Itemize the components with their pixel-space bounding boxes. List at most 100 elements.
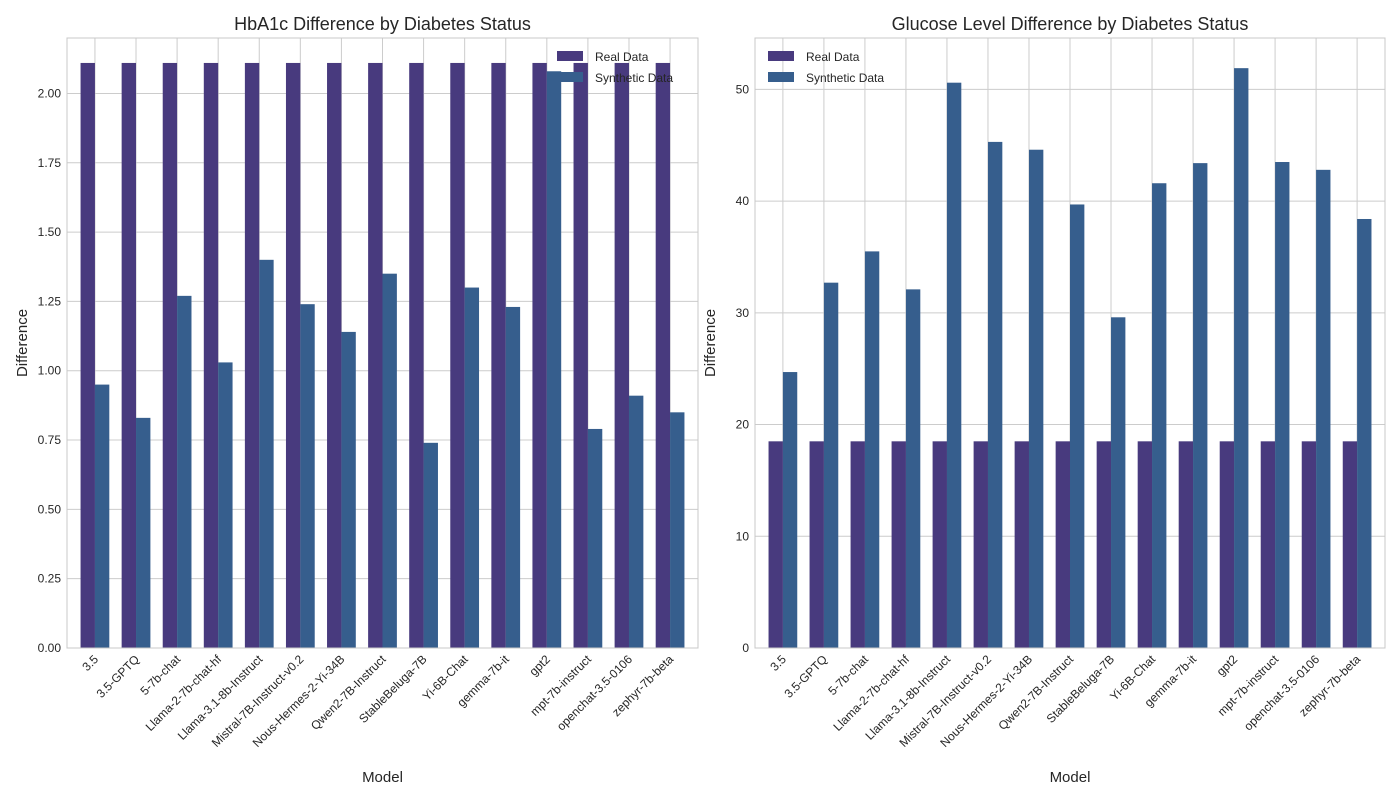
real-data-bar xyxy=(491,62,506,648)
y-tick-label: 1.50 xyxy=(38,225,62,239)
real-data-bar xyxy=(1219,441,1235,648)
synthetic-data-bar xyxy=(1357,218,1372,649)
synthetic-data-bar xyxy=(546,71,562,648)
synthetic-data-bar xyxy=(341,331,356,648)
y-tick-label: 50 xyxy=(736,82,750,96)
bars xyxy=(768,68,1372,649)
real-data-bar xyxy=(532,62,547,648)
real-data-bar xyxy=(409,62,424,648)
x-tick-label: Llama-2-7b-chat-hf xyxy=(143,652,225,734)
synthetic-data-bar xyxy=(505,306,521,648)
real-data-bar xyxy=(80,62,95,648)
real-data-bar xyxy=(203,62,219,648)
real-data-bar xyxy=(1342,441,1358,648)
real-data-bar xyxy=(891,441,906,648)
y-tick-label: 0.00 xyxy=(38,641,62,655)
synthetic-data-bar xyxy=(218,362,233,648)
axes-frame xyxy=(754,37,1386,649)
y-tick-label: 2.00 xyxy=(38,86,62,100)
real-data-bar xyxy=(162,62,178,648)
synthetic-data-bar xyxy=(1070,204,1085,648)
x-tick-label: Llama-2-7b-chat-hf xyxy=(830,652,912,734)
synthetic-data-bar xyxy=(823,282,839,648)
y-tick-label: 0 xyxy=(742,641,749,655)
axes-frame xyxy=(66,37,699,649)
real-data-bar xyxy=(121,62,137,648)
y-tick-label: 30 xyxy=(736,306,750,320)
real-data-bar xyxy=(932,441,947,648)
y-tick-label: 0.25 xyxy=(38,572,62,586)
synthetic-data-bar xyxy=(905,289,921,648)
synthetic-data-bar xyxy=(1234,68,1249,648)
x-axis-label: Model xyxy=(1050,769,1091,786)
real-data-bar xyxy=(809,441,824,648)
synthetic-data-bar xyxy=(987,141,1003,648)
real-data-bar xyxy=(1178,441,1194,648)
synthetic-data-bar xyxy=(1152,183,1167,649)
x-axis-label: Model xyxy=(362,769,403,786)
legend: Real Data Synthetic Data xyxy=(768,50,884,85)
real-data-bar xyxy=(1014,441,1029,648)
y-tick-label: 20 xyxy=(736,418,750,432)
real-data-bar xyxy=(1301,441,1317,648)
synthetic-data-bar xyxy=(259,259,274,648)
real-data-bar xyxy=(1137,441,1153,648)
legend-swatch xyxy=(768,51,794,61)
chart-panel-1: 0.00 0.25 0.50 0.75 1.00 1.25 1.50 1.75 2.00 3.53… xyxy=(14,14,699,786)
y-axis-label: Difference xyxy=(702,309,719,377)
x-tick-label: Qwen2-7B-Instruct xyxy=(308,652,389,733)
legend: Real Data Synthetic Data xyxy=(557,50,673,85)
legend-swatch xyxy=(557,72,583,82)
x-tick-label: gpt2 xyxy=(1214,652,1241,679)
legend-label: Synthetic Data xyxy=(806,71,884,85)
real-data-bar xyxy=(1055,441,1070,648)
real-data-bar xyxy=(368,62,383,648)
synthetic-data-bar xyxy=(782,372,798,648)
real-data-bar xyxy=(614,62,629,648)
y-tick-label: 0.75 xyxy=(38,433,62,447)
synthetic-data-bar xyxy=(423,442,438,648)
synthetic-data-bar xyxy=(382,273,397,648)
legend-label: Real Data xyxy=(595,50,649,64)
synthetic-data-bar xyxy=(864,251,880,648)
real-data-bar xyxy=(1260,441,1276,648)
synthetic-data-bar xyxy=(177,295,192,648)
y-tick-label: 1.00 xyxy=(38,364,62,378)
synthetic-data-bar xyxy=(1316,169,1331,648)
real-data-bar xyxy=(655,62,671,648)
real-data-bar xyxy=(285,62,301,648)
x-tick-label: 3.5-GPTQ xyxy=(94,652,143,701)
real-data-bar xyxy=(1096,441,1112,648)
x-tick-label: 3.5 xyxy=(767,652,789,674)
synthetic-data-bar xyxy=(628,395,644,648)
chart-panel-2: 010203040503.53.5-GPTQ5-7b-chatLlama-2-7… xyxy=(702,14,1386,786)
bars xyxy=(80,62,685,648)
synthetic-data-bar xyxy=(587,428,603,648)
real-data-bar xyxy=(327,62,342,648)
real-data-bar xyxy=(850,441,865,648)
synthetic-data-bar xyxy=(464,287,480,648)
legend-label: Synthetic Data xyxy=(595,71,673,85)
synthetic-data-bar xyxy=(300,304,315,648)
legend-swatch xyxy=(557,51,583,61)
y-axis-label: Difference xyxy=(14,309,31,377)
synthetic-data-bar xyxy=(1111,317,1126,648)
real-data-bar xyxy=(768,441,783,648)
x-tick-label: 3.5-GPTQ xyxy=(781,652,830,701)
synthetic-data-bar xyxy=(946,82,962,648)
x-tick-label: gpt2 xyxy=(527,652,554,679)
x-tick-label: 3.5 xyxy=(79,652,101,674)
real-data-bar xyxy=(450,62,465,648)
real-data-bar xyxy=(573,62,588,648)
chart-title: HbA1c Difference by Diabetes Status xyxy=(234,14,531,34)
synthetic-data-bar xyxy=(136,417,151,648)
y-tick-label: 1.75 xyxy=(38,156,62,170)
synthetic-data-bar xyxy=(1275,162,1290,648)
synthetic-data-bar xyxy=(670,412,685,648)
real-data-bar xyxy=(973,441,988,648)
synthetic-data-bar xyxy=(94,384,110,648)
x-tick-label: openchat-3.5-0106 xyxy=(1241,652,1322,733)
synthetic-data-bar xyxy=(1193,163,1208,648)
y-tick-label: 10 xyxy=(736,529,750,543)
